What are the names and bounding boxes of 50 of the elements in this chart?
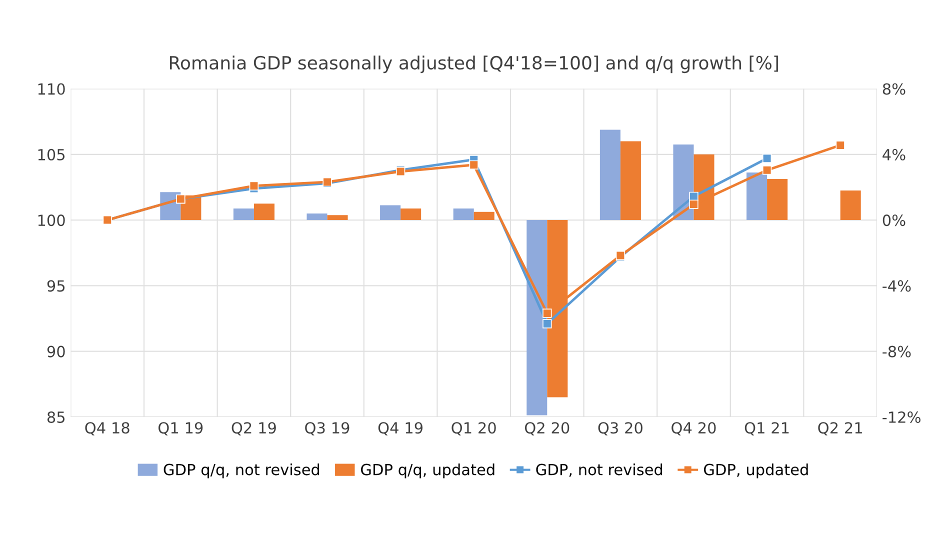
legend-label: GDP q/q, not revised (164, 464, 320, 478)
legend-label: GDP, not revised (536, 464, 662, 477)
bar (840, 190, 861, 220)
x-tick-label: Q1 20 (452, 422, 496, 436)
x-tick-label: Q4 18 (85, 422, 130, 436)
bar (474, 212, 494, 220)
y2-tick-label: 8% (882, 83, 906, 95)
legend-label: GDP, updated (704, 464, 808, 478)
bar (746, 172, 768, 220)
x-tick-label: Q4 19 (378, 422, 423, 436)
point (836, 140, 845, 150)
point (542, 319, 552, 328)
point (689, 200, 698, 209)
bar (254, 204, 274, 220)
point (762, 154, 772, 163)
x-tick-label: Q1 19 (158, 422, 203, 436)
bar (767, 179, 788, 220)
y2-tick-label: -4% (882, 280, 911, 292)
point (469, 160, 478, 170)
y2-tick-label: 4% (882, 148, 906, 160)
x-tick-label: Q3 19 (305, 422, 350, 436)
bar (327, 215, 348, 220)
point (762, 166, 772, 175)
bar (233, 208, 254, 220)
y-tick-label: 110 (38, 83, 65, 95)
y-tick-label: 85 (47, 411, 65, 423)
bar (306, 213, 328, 220)
y2-tick-label: -12% (882, 411, 920, 423)
bar (526, 220, 548, 416)
x-tick-label: Q4 20 (672, 422, 716, 436)
y2-tick-label: -8% (882, 346, 911, 358)
y-tick-label: 100 (38, 214, 65, 226)
x-tick-label: Q2 20 (524, 422, 570, 436)
y-tick-label: 95 (47, 280, 65, 292)
legend-label: GDP q/q, updated (361, 464, 494, 478)
y-tick-label: 90 (47, 346, 65, 358)
y-tick-label: 105 (38, 148, 65, 160)
x-tick-label: Q3 20 (598, 422, 642, 436)
chart-title: Romania GDP seasonally adjusted [Q4'18=100] and q/q growth [%] (170, 56, 778, 74)
bar (453, 208, 474, 220)
y2-tick-label: 0% (882, 214, 906, 226)
bar (380, 205, 401, 220)
bar (400, 208, 422, 220)
point (542, 308, 552, 318)
point (249, 181, 259, 190)
bar (620, 141, 641, 220)
bar (600, 130, 620, 220)
x-tick-label: Q1 21 (744, 422, 789, 436)
x-tick-label: Q2 21 (818, 422, 862, 436)
x-tick-label: Q2 19 (232, 422, 276, 436)
